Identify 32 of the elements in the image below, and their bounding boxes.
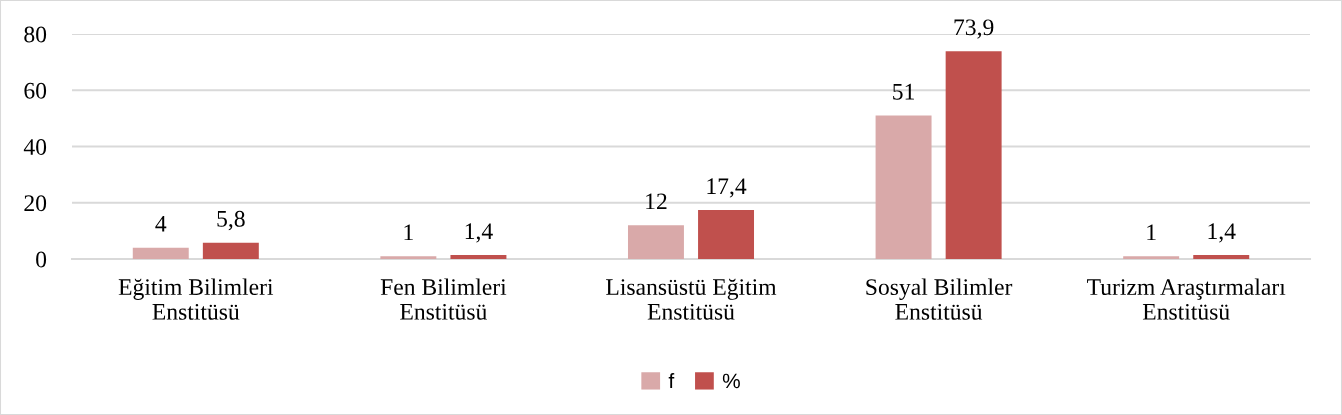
legend-label: % bbox=[722, 373, 740, 389]
x-tick-label: Eğitim Bilimleri Enstitüsü bbox=[118, 278, 274, 320]
bar bbox=[875, 115, 932, 259]
y-tick-label: 60 bbox=[24, 82, 47, 99]
bar bbox=[1123, 256, 1180, 259]
data-label: 4 bbox=[155, 216, 167, 232]
x-tick-label: Fen Bilimleri Enstitüsü bbox=[380, 278, 507, 320]
data-label: 1,4 bbox=[1208, 223, 1236, 243]
x-tick-label: Lisansüstü Eğitim Enstitüsü bbox=[606, 278, 777, 320]
y-tick-label: 20 bbox=[24, 195, 47, 212]
data-label: 1,4 bbox=[465, 223, 493, 243]
data-label: 73,9 bbox=[954, 19, 994, 39]
y-tick-label: 80 bbox=[24, 26, 47, 43]
bar bbox=[202, 242, 259, 259]
y-tick-label: 0 bbox=[36, 251, 47, 268]
data-label: 17,4 bbox=[707, 178, 747, 198]
data-label: 1 bbox=[1147, 224, 1156, 241]
bar bbox=[380, 256, 437, 259]
bar bbox=[945, 51, 1002, 259]
bar bbox=[132, 247, 189, 259]
x-tick-label: Turizm Araştırmaları Enstitüsü bbox=[1087, 278, 1286, 320]
legend-label: f bbox=[668, 373, 675, 389]
bar bbox=[450, 255, 507, 259]
y-tick-label: 40 bbox=[23, 138, 47, 155]
x-tick-label: Sosyal Bilimler Enstitüsü bbox=[866, 278, 1013, 320]
bar bbox=[627, 225, 684, 259]
bar bbox=[1193, 255, 1250, 259]
bar bbox=[698, 210, 755, 259]
data-label: 51 bbox=[893, 83, 914, 100]
data-label: 12 bbox=[646, 193, 667, 210]
data-label: 5,8 bbox=[217, 210, 245, 231]
data-label: 1 bbox=[404, 224, 413, 241]
